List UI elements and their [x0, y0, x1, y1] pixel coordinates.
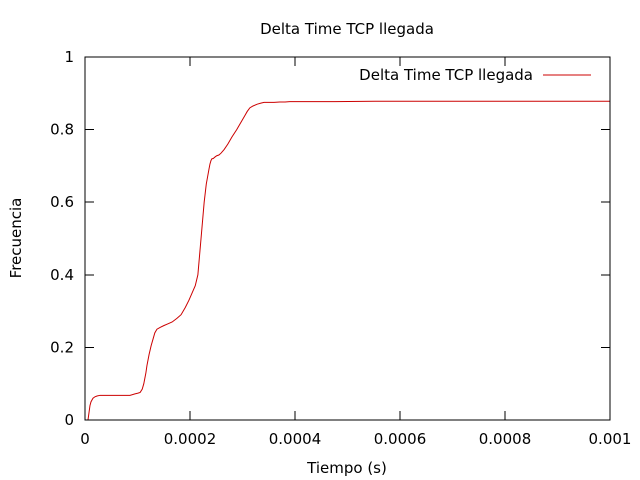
x-tick-label: 0.0004 [269, 430, 322, 448]
x-tick-label: 0 [80, 430, 90, 448]
legend: Delta Time TCP llegada [359, 66, 591, 84]
plot-area [87, 100, 610, 421]
x-tick-label: 0.0002 [164, 430, 217, 448]
y-tick-label: 0.8 [50, 121, 74, 139]
x-tick-label: 0.001 [589, 430, 632, 448]
x-axis-label: Tiempo (s) [306, 459, 387, 477]
y-tick-label: 0.2 [50, 338, 74, 356]
y-axis-label: Frecuencia [7, 198, 25, 279]
y-tick-label: 0.6 [50, 193, 74, 211]
axis-ticks: 0 0.2 0.4 0.6 0.8 1 0 0.0002 0.0004 0.0006 0.0008 0… [50, 48, 631, 448]
x-tick-label: 0.0006 [374, 430, 427, 448]
series-line [87, 100, 610, 421]
y-tick-label: 0.4 [50, 266, 74, 284]
y-tick-label: 0 [64, 411, 74, 429]
chart-title: Delta Time TCP llegada [260, 20, 434, 38]
y-tick-label: 1 [64, 48, 74, 66]
x-tick-label: 0.0008 [479, 430, 532, 448]
legend-label: Delta Time TCP llegada [359, 66, 533, 84]
plot-border [84, 56, 611, 421]
